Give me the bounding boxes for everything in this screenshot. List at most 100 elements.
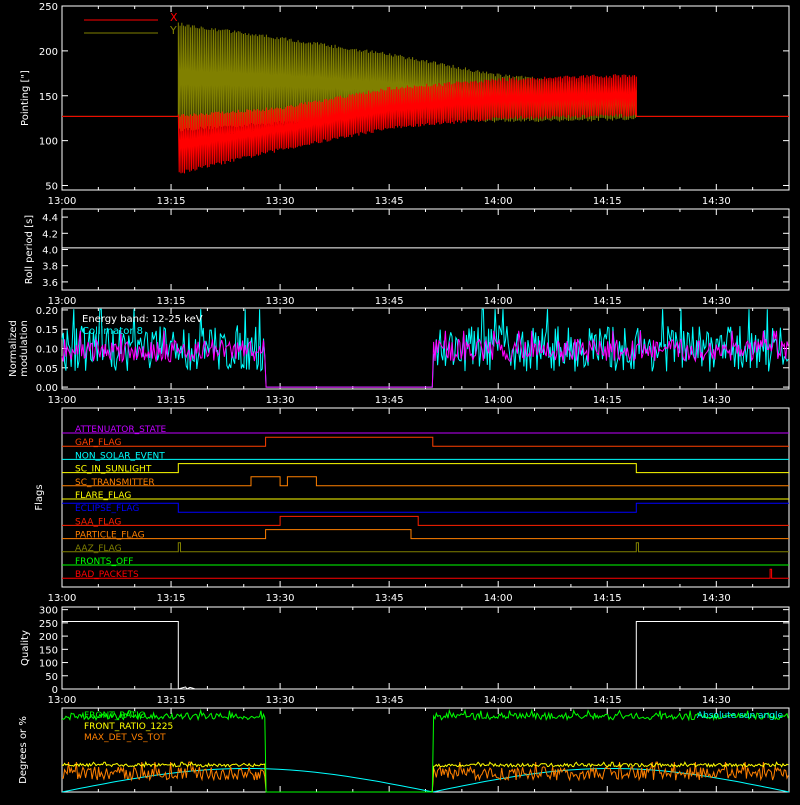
quality-line	[62, 621, 789, 690]
x-tick-label: 14:30	[702, 695, 731, 706]
flag-aaz_flag-line	[62, 542, 789, 553]
x-tick-label: 13:00	[48, 593, 77, 604]
panel-4: 13:00 13:15 13:30 13:45 14:00 14:15 14:30 0 50 10…	[20, 606, 790, 706]
x-tick-label: 13:00	[48, 395, 77, 406]
flag-label: ATTENUATOR_STATE	[75, 425, 167, 435]
series-FRONT_RATIO-line	[61, 708, 789, 793]
flag-label: PARTICLE_FLAG	[75, 531, 145, 541]
y-tick-label: 150	[39, 645, 58, 656]
y-tick-label: 300	[39, 606, 58, 617]
aspect-legend-label: MAX_DET_VS_TOT	[84, 733, 166, 743]
y-tick-label: 200	[39, 632, 58, 643]
y-tick-label: 200	[39, 47, 58, 58]
x-tick-label: 13:30	[266, 196, 295, 207]
x-tick-label: 14:30	[702, 593, 731, 604]
x-tick-label: 13:45	[375, 196, 404, 207]
x-tick-label: 13:00	[48, 695, 77, 706]
y-axis-label: Flags	[34, 484, 45, 510]
x-tick-label: 13:45	[375, 395, 404, 406]
panel-frame	[61, 407, 790, 588]
panel-2: 13:00 13:15 13:30 13:45 14:00 14:15 14:30 0.00 0…	[8, 306, 790, 406]
y-axis-label-line1: Normalized	[8, 320, 19, 377]
flag-label: FRONTS_OFF	[75, 557, 133, 567]
series-trace-line	[61, 330, 789, 388]
panel-frame	[61, 707, 790, 793]
x-tick-label: 13:45	[375, 695, 404, 706]
y-tick-label: 250	[39, 2, 58, 13]
flag-label: SC_TRANSMITTER	[75, 478, 155, 488]
legend: XY	[84, 11, 178, 37]
y-tick-label: 0.20	[36, 306, 58, 317]
x-tick-label: 14:00	[484, 695, 513, 706]
x-tick-label: 13:00	[48, 296, 77, 307]
flag-label: ECLIPSE_FLAG	[75, 504, 139, 514]
flag-bad_packets-line	[62, 568, 789, 579]
x-tick-label: 14:30	[702, 296, 731, 307]
y-tick-label: 0.15	[36, 325, 58, 336]
y-tick-label: 150	[39, 92, 58, 103]
sun-angle-arc	[432, 768, 790, 793]
flag-gap_flag-line	[62, 436, 789, 447]
x-tick-label: 14:15	[593, 196, 622, 207]
panel-3: 13:00 13:15 13:30 13:45 14:00 14:15 14:30 Flags…	[34, 407, 790, 604]
x-tick-label: 13:15	[157, 395, 186, 406]
x-tick-label: 13:45	[375, 296, 404, 307]
sun-angle-annotation: Absolute sun angle	[697, 711, 784, 721]
flag-label: AAZ_FLAG	[75, 544, 122, 554]
legend-label-Y: Y	[169, 24, 177, 37]
y-tick-label: 100	[39, 137, 58, 148]
x-tick-label: 14:15	[593, 296, 622, 307]
y-axis-label-group: Normalized modulation	[8, 320, 30, 377]
flag-label: BAD_PACKETS	[75, 570, 139, 580]
panel-frame	[61, 606, 790, 690]
panel-5: Degrees or % FRONT_RATIOFRONT_RATIO_1225M…	[18, 707, 790, 793]
flag-label: SAA_FLAG	[75, 517, 121, 527]
panel-0: 13:00 13:15 13:30 13:45 14:00 14:15 14:30 50 100…	[20, 2, 790, 207]
y-tick-label: 4.4	[42, 213, 58, 224]
flag-particle_flag-line	[62, 529, 789, 540]
y-axis-label: Quality	[20, 630, 31, 666]
y-tick-label: 3.8	[42, 262, 58, 273]
sun-angle-arc	[61, 768, 433, 793]
y-tick-label: 0.00	[36, 383, 58, 394]
energy-band-annotation: Energy band: 12-25 keV	[82, 314, 203, 325]
x-tick-label: 14:15	[593, 695, 622, 706]
y-tick-label: 0.10	[36, 345, 58, 356]
legend-label-collimator: Collimator 8	[82, 326, 143, 337]
legend-label-X: X	[170, 11, 178, 24]
aspect-legend-label: FRONT_RATIO	[84, 711, 146, 721]
flag-sc_in_sunlight-line	[62, 463, 789, 474]
x-tick-label: 13:45	[375, 593, 404, 604]
y-axis-label-line2: modulation	[19, 320, 30, 377]
y-tick-label: 100	[39, 659, 58, 670]
x-tick-label: 14:15	[593, 593, 622, 604]
series-X-line	[62, 74, 789, 174]
y-tick-label: 50	[45, 672, 58, 683]
aspect-legend-label: FRONT_RATIO_1225	[84, 722, 173, 732]
y-tick-label: 250	[39, 619, 58, 630]
x-tick-label: 14:00	[484, 395, 513, 406]
x-tick-label: 13:15	[157, 695, 186, 706]
x-tick-label: 13:30	[266, 395, 295, 406]
x-tick-label: 14:30	[702, 395, 731, 406]
flag-saa_flag-line	[62, 515, 789, 526]
x-tick-label: 13:30	[266, 296, 295, 307]
x-tick-label: 13:15	[157, 593, 186, 604]
x-tick-label: 14:00	[484, 593, 513, 604]
flag-label: FLARE_FLAG	[75, 491, 131, 501]
flag-label: NON_SOLAR_EVENT	[75, 451, 165, 461]
x-tick-label: 14:00	[484, 296, 513, 307]
x-tick-label: 13:15	[157, 196, 186, 207]
x-tick-label: 13:00	[48, 196, 77, 207]
y-tick-label: 3.6	[42, 278, 58, 289]
flag-sc_transmitter-line	[62, 476, 789, 487]
x-tick-label: 14:15	[593, 395, 622, 406]
y-tick-label: 0	[52, 685, 58, 696]
x-tick-label: 14:30	[702, 196, 731, 207]
panel-1: 13:00 13:15 13:30 13:45 14:00 14:15 14:30 3.6 3.…	[24, 208, 790, 307]
x-tick-label: 13:15	[157, 296, 186, 307]
y-axis-label: Pointing ["]	[20, 70, 31, 126]
x-tick-label: 13:30	[266, 593, 295, 604]
